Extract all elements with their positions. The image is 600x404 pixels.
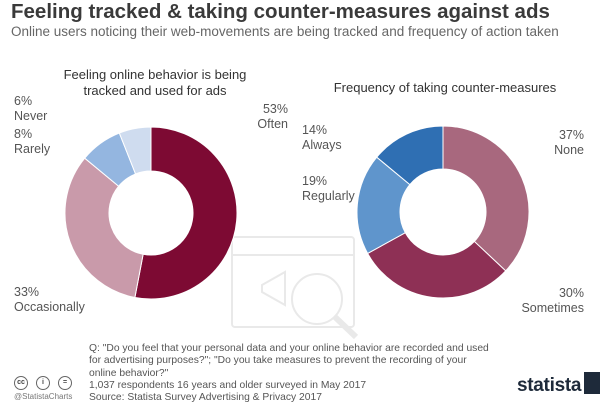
cc-icon: cc	[14, 376, 28, 390]
label-sometimes: 30% Sometimes	[500, 286, 584, 316]
label-always-percent: 14%	[302, 123, 328, 137]
label-regularly-percent: 19%	[302, 174, 328, 188]
footnote-respondents: 1,037 respondents 16 years and older sur…	[89, 379, 367, 391]
chart-2-slice-none	[442, 125, 530, 272]
label-rarely: 8% Rarely	[14, 127, 50, 157]
label-sometimes-name: Sometimes	[521, 301, 584, 315]
label-rarely-percent: 8%	[14, 127, 33, 141]
brand-mark-icon	[584, 372, 600, 394]
label-none-name: None	[554, 143, 584, 157]
label-none-percent: 37%	[558, 128, 584, 142]
page-subtitle: Online users noticing their web-movement…	[11, 24, 559, 39]
footnote-source: Source: Statista Survey Advertising & Pr…	[89, 392, 322, 404]
chart-2-title: Frequency of taking counter-measures	[333, 80, 557, 95]
label-sometimes-percent: 30%	[558, 286, 584, 300]
label-often-percent: 53%	[262, 102, 288, 116]
chart-1-slice-often	[134, 126, 238, 300]
page-title: Feeling tracked & taking counter-measure…	[11, 0, 550, 23]
chart-1-slice-occasionally	[64, 157, 144, 299]
label-rarely-name: Rarely	[14, 142, 51, 156]
no-derivatives-icon: =	[58, 376, 72, 390]
footnote-question: Q: "Do you feel that your personal data …	[89, 343, 489, 379]
label-always-name: Always	[302, 138, 342, 152]
label-regularly: 19% Regularly	[302, 174, 355, 204]
label-occasionally-name: Occasionally	[14, 300, 85, 314]
label-occasionally-percent: 33%	[14, 285, 40, 299]
label-never-percent: 6%	[14, 94, 33, 108]
attribution-icon: i	[36, 376, 50, 390]
social-handle: @StatistaCharts	[14, 392, 73, 401]
label-none: 37% None	[520, 128, 584, 158]
chart-1-slice-never	[118, 126, 152, 175]
footnote: Q: "Do you feel that your personal data …	[89, 343, 489, 404]
label-often: 53% Often	[236, 102, 288, 132]
label-regularly-name: Regularly	[302, 189, 355, 203]
label-always: 14% Always	[302, 123, 342, 153]
chart-2-slice-sometimes	[366, 232, 507, 299]
label-never: 6% Never	[14, 94, 47, 124]
chart-2-slice-always	[376, 125, 444, 186]
brand-logo[interactable]: statista	[517, 375, 582, 396]
label-occasionally: 33% Occasionally	[14, 285, 85, 315]
label-never-name: Never	[14, 109, 48, 123]
label-often-name: Often	[257, 117, 288, 131]
chart-1-title: Feeling online behavior is being tracked…	[63, 67, 247, 98]
